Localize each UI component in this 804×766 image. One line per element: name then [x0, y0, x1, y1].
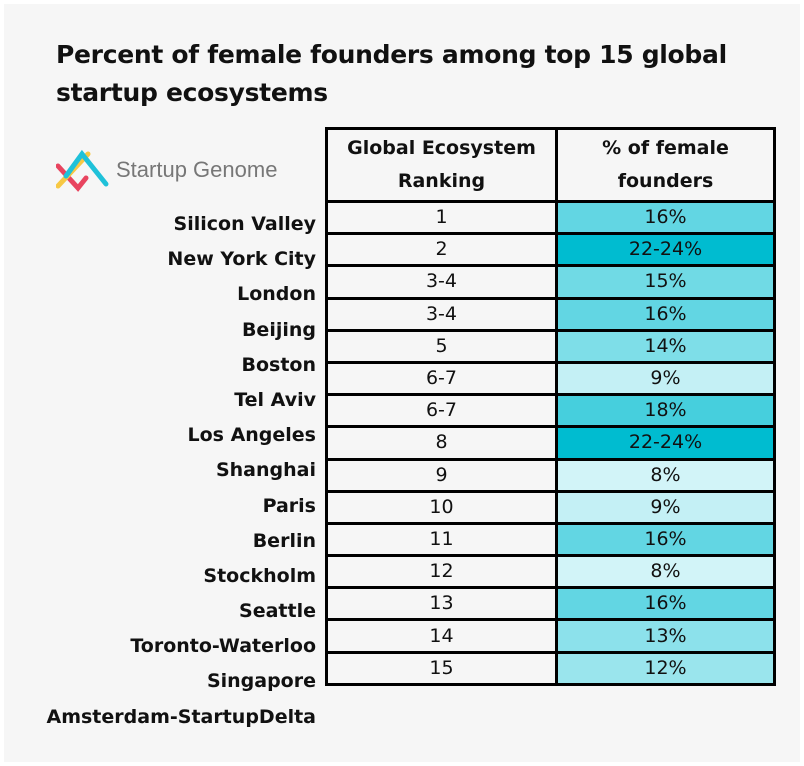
table-row: 14 13% [325, 618, 776, 654]
rank-cell: 12 [325, 554, 558, 590]
city-label: Toronto-Waterloo [130, 635, 316, 658]
female-founders-cell: 16% [555, 586, 776, 622]
city-label: Singapore [206, 670, 316, 693]
rank-cell: 6-7 [325, 393, 558, 429]
rank-cell: 3-4 [325, 264, 558, 300]
rank-cell: 13 [325, 586, 558, 622]
rank-cell: 1 [325, 199, 558, 236]
rank-cell: 10 [325, 489, 558, 525]
table-row: 3-4 15% [325, 264, 776, 300]
rank-cell: 6-7 [325, 360, 558, 397]
female-founders-cell: 13% [555, 618, 776, 654]
rank-cell: 2 [325, 232, 558, 268]
female-founders-cell: 9% [555, 489, 776, 525]
city-label: Shanghai [215, 459, 316, 482]
rank-cell: 5 [325, 328, 558, 364]
city-labels: Silicon Valley New York City London Beijing… [4, 207, 317, 735]
female-founders-cell: 16% [555, 296, 776, 332]
rank-cell: 14 [325, 618, 558, 654]
female-founders-cell: 9% [555, 360, 776, 397]
table-row: 13 16% [325, 586, 776, 622]
header-female: % of female founders [555, 127, 776, 203]
table-row: 6-7 18% [325, 393, 776, 429]
city-label: Tel Aviv [234, 388, 316, 411]
table-row: 8 22-24% [325, 425, 776, 461]
female-founders-cell: 8% [555, 554, 776, 590]
table-row: 10 9% [325, 489, 776, 525]
rank-cell: 3-4 [325, 296, 558, 332]
female-founders-cell: 12% [555, 650, 776, 686]
header-ranking: Global Ecosystem Ranking [325, 127, 558, 203]
table-row: 3-4 16% [325, 296, 776, 332]
city-label: Berlin [252, 529, 316, 552]
city-label: Boston [241, 353, 316, 376]
startup-genome-logo: Startup Genome [56, 148, 277, 192]
city-label: Stockholm [203, 564, 316, 587]
table-row: 12 8% [325, 554, 776, 590]
ranking-table: Global Ecosystem Ranking % of female fou… [325, 127, 776, 686]
table-row: 6-7 9% [325, 360, 776, 397]
chart-title: Percent of female founders among top 15 … [56, 40, 727, 107]
rank-cell: 9 [325, 457, 558, 493]
female-founders-cell: 22-24% [555, 232, 776, 268]
city-label: Seattle [239, 600, 316, 623]
female-founders-cell: 18% [555, 393, 776, 429]
female-founders-cell: 16% [555, 199, 776, 236]
female-founders-cell: 22-24% [555, 425, 776, 461]
logo-icon [56, 149, 109, 192]
female-founders-cell: 16% [555, 521, 776, 558]
logo-text: Startup Genome [116, 157, 278, 182]
rank-cell: 15 [325, 650, 558, 686]
city-label: Silicon Valley [173, 213, 316, 235]
city-label: Paris [262, 494, 316, 517]
city-label: London [237, 283, 316, 306]
table-row: 2 22-24% [325, 232, 776, 268]
female-founders-cell: 15% [555, 264, 776, 300]
table-row: 9 8% [325, 457, 776, 493]
city-label: Beijing [241, 318, 316, 341]
table-row: 1 16% [325, 199, 776, 236]
female-founders-cell: 14% [555, 328, 776, 364]
city-label: Los Angeles [187, 424, 316, 447]
female-founders-cell: 8% [555, 457, 776, 493]
rank-cell: 8 [325, 425, 558, 461]
table-row: 15 12% [325, 650, 776, 686]
rank-cell: 11 [325, 521, 558, 558]
table-row: 5 14% [325, 328, 776, 364]
city-label: Amsterdam-StartupDelta [46, 705, 317, 728]
table-row: 11 16% [325, 521, 776, 558]
city-label: New York City [167, 248, 316, 271]
